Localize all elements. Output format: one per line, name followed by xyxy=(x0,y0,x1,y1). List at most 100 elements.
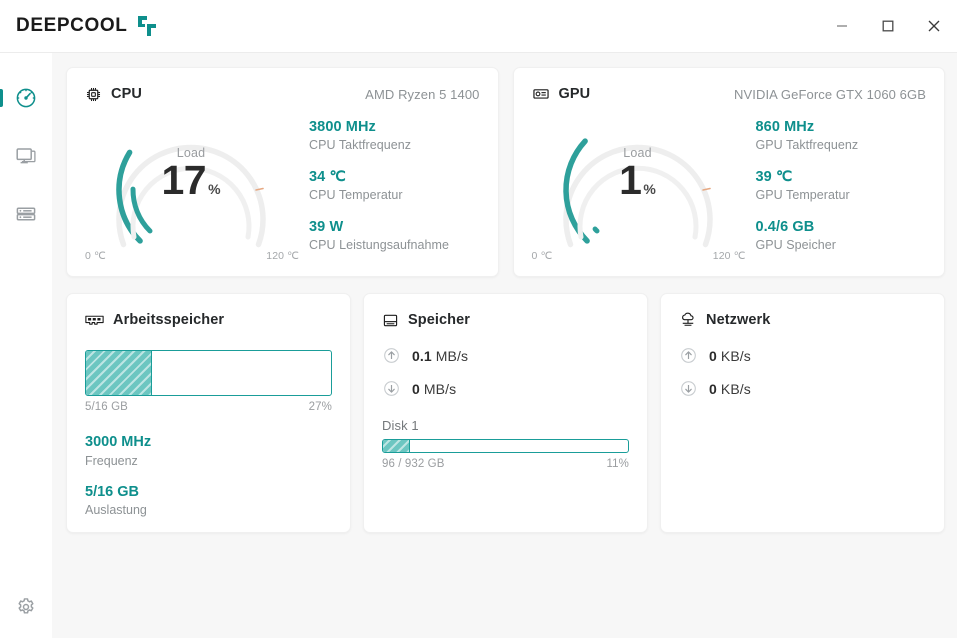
cpu-temp-label: CPU Temperatur xyxy=(309,188,403,202)
dashboard-gauge-icon xyxy=(16,88,36,108)
memory-stat-usage: 5/16 GB Auslastung xyxy=(85,483,332,521)
dashboard-content: CPU AMD Ryzen 5 1400 xyxy=(52,53,957,638)
cpu-clock-value: 3800 MHz xyxy=(309,119,376,135)
cpu-power-value: 39 W xyxy=(309,218,344,235)
storage-download-row: 0 MB/s xyxy=(382,379,629,398)
gpu-stat-memory: 0.4/6 GB GPU Speicher xyxy=(756,218,927,255)
minimize-icon xyxy=(837,25,847,27)
top-card-row: CPU AMD Ryzen 5 1400 xyxy=(66,67,945,277)
gpu-gauge-max-label: 120 ℃ xyxy=(712,250,746,262)
gpu-clock-label: GPU Taktfrequenz xyxy=(755,138,859,153)
maximize-button[interactable] xyxy=(865,0,911,52)
gpu-card-icon xyxy=(532,89,549,99)
gpu-gauge-row: Load 1% 0 ℃ 120 ℃ 860 MHz GPU T xyxy=(530,110,927,262)
gpu-gauge: Load 1% 0 ℃ 120 ℃ xyxy=(530,110,746,262)
monitor-icon xyxy=(16,148,36,164)
cpu-card-title: CPU xyxy=(111,86,142,102)
gpu-stats: 860 MHz GPU Taktfrequenz 39 ℃ GPU Temper… xyxy=(746,110,927,255)
storage-usage-bar xyxy=(382,439,629,453)
gpu-gauge-min-label: 0 ℃ xyxy=(531,250,553,262)
download-arrow-icon xyxy=(384,381,399,396)
cpu-gauge-arcs xyxy=(116,144,266,248)
title-bar: DeepCool xyxy=(0,0,957,52)
hard-drive-icon xyxy=(383,314,398,326)
memory-bar-caption: 5/16 GB 27% xyxy=(85,401,332,413)
storage-disk-label: Disk 1 xyxy=(382,418,419,433)
sidebar xyxy=(0,53,52,638)
memory-usage-label: Auslastung xyxy=(85,503,147,518)
gpu-card-header: GPU NVIDIA GeForce GTX 1060 6GB xyxy=(532,82,927,106)
brand-name: DeepCool xyxy=(16,15,128,36)
bottom-card-row: Arbeitsspeicher 5/16 GB 27% 3000 MHz Fre… xyxy=(66,293,945,533)
storage-bar-used: 96 / 932 GB xyxy=(382,458,445,470)
close-icon xyxy=(928,20,940,32)
storage-card-title: Speicher xyxy=(408,312,471,328)
server-rack-icon xyxy=(16,207,36,221)
sidebar-item-devices[interactable] xyxy=(0,185,52,243)
close-button[interactable] xyxy=(911,0,957,52)
active-indicator xyxy=(0,89,3,107)
storage-download-value: 0 MB/s xyxy=(412,380,457,397)
cpu-clock-label: CPU Taktfrequenz xyxy=(309,138,412,153)
sidebar-item-monitor[interactable] xyxy=(0,127,52,185)
network-download-row: 0 KB/s xyxy=(679,379,926,398)
ram-stick-icon xyxy=(85,315,104,325)
minimize-button[interactable] xyxy=(819,0,865,52)
cpu-temp-value: 34 ℃ xyxy=(309,168,346,185)
gpu-model-label: NVIDIA GeForce GTX 1060 6GB xyxy=(734,86,926,102)
memory-card-header: Arbeitsspeicher xyxy=(85,308,332,332)
memory-stat-frequency: 3000 MHz Frequenz xyxy=(85,433,332,471)
gpu-temp-label: GPU Temperatur xyxy=(755,188,850,202)
gpu-memory-value: 0.4/6 GB xyxy=(755,218,815,235)
maximize-icon xyxy=(882,20,894,32)
sidebar-item-dashboard[interactable] xyxy=(0,69,52,127)
memory-frequency-value: 3000 MHz xyxy=(85,434,152,450)
memory-usage-bar-fill xyxy=(86,351,153,395)
download-arrow-icon xyxy=(681,381,696,396)
cpu-gauge: Load 17% 0 ℃ 120 ℃ xyxy=(83,110,299,262)
cpu-stat-power: 39 W CPU Leistungsaufnahme xyxy=(309,218,480,255)
cpu-stat-temp: 34 ℃ CPU Temperatur xyxy=(309,168,480,205)
cpu-model-label: AMD Ryzen 5 1400 xyxy=(365,86,480,102)
cpu-gauge-min-label: 0 ℃ xyxy=(85,250,106,262)
window-controls xyxy=(819,0,957,52)
cpu-stat-clock: 3800 MHz CPU Taktfrequenz xyxy=(309,118,480,155)
cpu-chip-icon xyxy=(86,87,101,101)
sidebar-spacer xyxy=(0,243,52,576)
gpu-stat-clock: 860 MHz GPU Taktfrequenz xyxy=(756,118,927,155)
network-card-title: Netzwerk xyxy=(706,312,771,328)
network-card: Netzwerk 0 KB/s xyxy=(660,293,945,533)
cpu-gauge-row: Load 17% 0 ℃ 120 ℃ 3800 MHz CPU xyxy=(83,110,480,262)
deepcool-logo-mark xyxy=(136,14,158,38)
sidebar-item-settings[interactable] xyxy=(0,576,52,638)
gpu-card: GPU NVIDIA GeForce GTX 1060 6GB xyxy=(512,67,945,277)
storage-upload-value: 0.1 MB/s xyxy=(412,347,469,364)
upload-arrow-icon xyxy=(384,348,399,363)
gpu-stat-temp: 39 ℃ GPU Temperatur xyxy=(756,168,927,205)
memory-stats: 3000 MHz Frequenz 5/16 GB Auslastung xyxy=(85,433,332,520)
storage-card-header: Speicher xyxy=(382,308,629,332)
cpu-card-header: CPU AMD Ryzen 5 1400 xyxy=(85,82,480,106)
storage-card: Speicher 0.1 MB/s xyxy=(363,293,648,533)
gpu-temp-value: 39 ℃ xyxy=(755,168,793,185)
network-upload-row: 0 KB/s xyxy=(679,346,926,365)
storage-bar-caption: 96 / 932 GB 11% xyxy=(382,458,629,470)
memory-bar-percent: 27% xyxy=(308,401,332,413)
memory-frequency-label: Frequenz xyxy=(85,453,138,468)
cpu-card: CPU AMD Ryzen 5 1400 xyxy=(66,67,499,277)
memory-usage-value: 5/16 GB xyxy=(85,483,139,500)
gpu-memory-label: GPU Speicher xyxy=(755,237,836,252)
cpu-stats: 3800 MHz CPU Taktfrequenz 34 ℃ CPU Tempe… xyxy=(299,110,480,255)
memory-card-title: Arbeitsspeicher xyxy=(113,312,225,328)
memory-card: Arbeitsspeicher 5/16 GB 27% 3000 MHz Fre… xyxy=(66,293,351,533)
storage-usage-bar-fill xyxy=(383,440,410,452)
storage-upload-row: 0.1 MB/s xyxy=(382,346,629,365)
upload-arrow-icon xyxy=(681,348,696,363)
gpu-card-title: GPU xyxy=(558,86,591,102)
cpu-power-label: CPU Leistungsaufnahme xyxy=(309,237,450,252)
storage-bar-percent: 11% xyxy=(606,458,629,470)
cpu-gauge-max-label: 120 ℃ xyxy=(266,250,299,262)
brand-logo: DeepCool xyxy=(16,14,158,38)
network-upload-value: 0 KB/s xyxy=(709,347,751,364)
